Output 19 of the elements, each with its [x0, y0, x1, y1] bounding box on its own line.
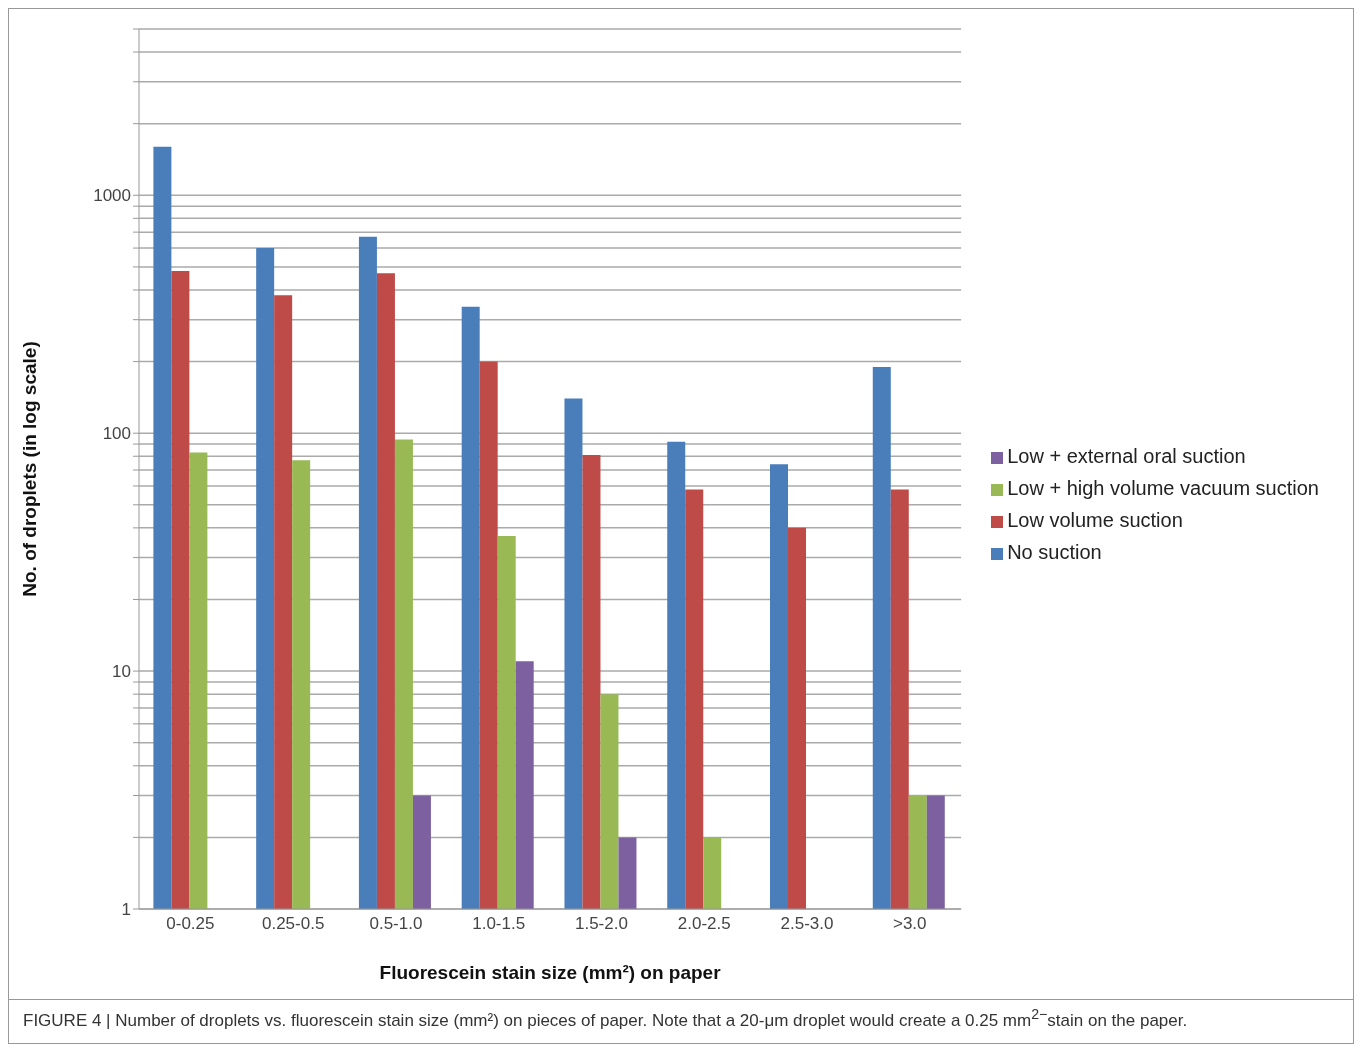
x-tick-label: >3.0	[892, 914, 927, 934]
x-tick-label: 1.5-2.0	[574, 914, 628, 934]
y-tick-label: 100	[102, 424, 131, 444]
caption: FIGURE 4 | Number of droplets vs. fluorescein stain size (mm²) on pieces of paper. Note that a 20-μm droplet would create a 0.25 mm$^{2−}$stain on the paper.	[9, 999, 1353, 1043]
y-axis-title: No. of droplets (in log scale)	[18, 341, 40, 597]
x-tick-label: 2.5-3.0	[780, 914, 834, 934]
x-axis-title: Fluorescein stain size (mm²) on paper	[379, 962, 722, 983]
x-tick-label: 1.0-1.5	[472, 914, 526, 934]
legend-label: Low + high volume vacuum suction	[1007, 477, 1319, 499]
x-tick-label: 0.5-1.0	[369, 914, 423, 934]
y-tick-label: 1000	[93, 186, 131, 206]
legend-label: No suction	[1007, 541, 1102, 563]
legend-label: Low volume suction	[1007, 509, 1183, 531]
x-tick-label: 0-0.25	[166, 914, 215, 934]
x-tick-label: 2.0-2.5	[677, 914, 731, 934]
legend-label: Low + external oral suction	[1007, 445, 1246, 467]
y-tick-label: 10	[112, 662, 131, 682]
y-tick-label: 1	[121, 900, 131, 920]
x-tick-label: 0.25-0.5	[261, 914, 325, 934]
